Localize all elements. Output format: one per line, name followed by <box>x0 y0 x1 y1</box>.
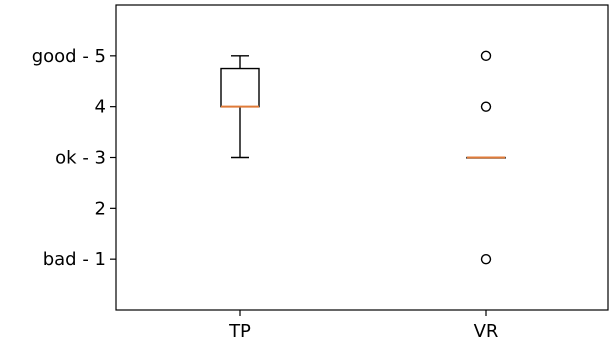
y-axis: good - 5 4 ok - 3 2 bad - 1 <box>32 46 116 270</box>
outlier-point <box>480 101 492 112</box>
box-vr <box>466 50 506 265</box>
outlier-point <box>480 253 492 265</box>
x-tick-label: VR <box>474 321 499 342</box>
y-tick-label: good - 5 <box>32 46 106 67</box>
y-tick-label: bad - 1 <box>43 249 106 270</box>
x-axis: TP VR <box>228 310 498 342</box>
y-tick-label: ok - 3 <box>55 148 106 169</box>
y-tick-label: 4 <box>95 97 106 118</box>
outlier-point <box>480 50 492 62</box>
box-tp <box>220 55 260 159</box>
y-tick-label: 2 <box>95 198 106 219</box>
x-tick-label: TP <box>228 321 251 342</box>
plot-area <box>115 4 609 311</box>
box-series <box>220 50 506 265</box>
